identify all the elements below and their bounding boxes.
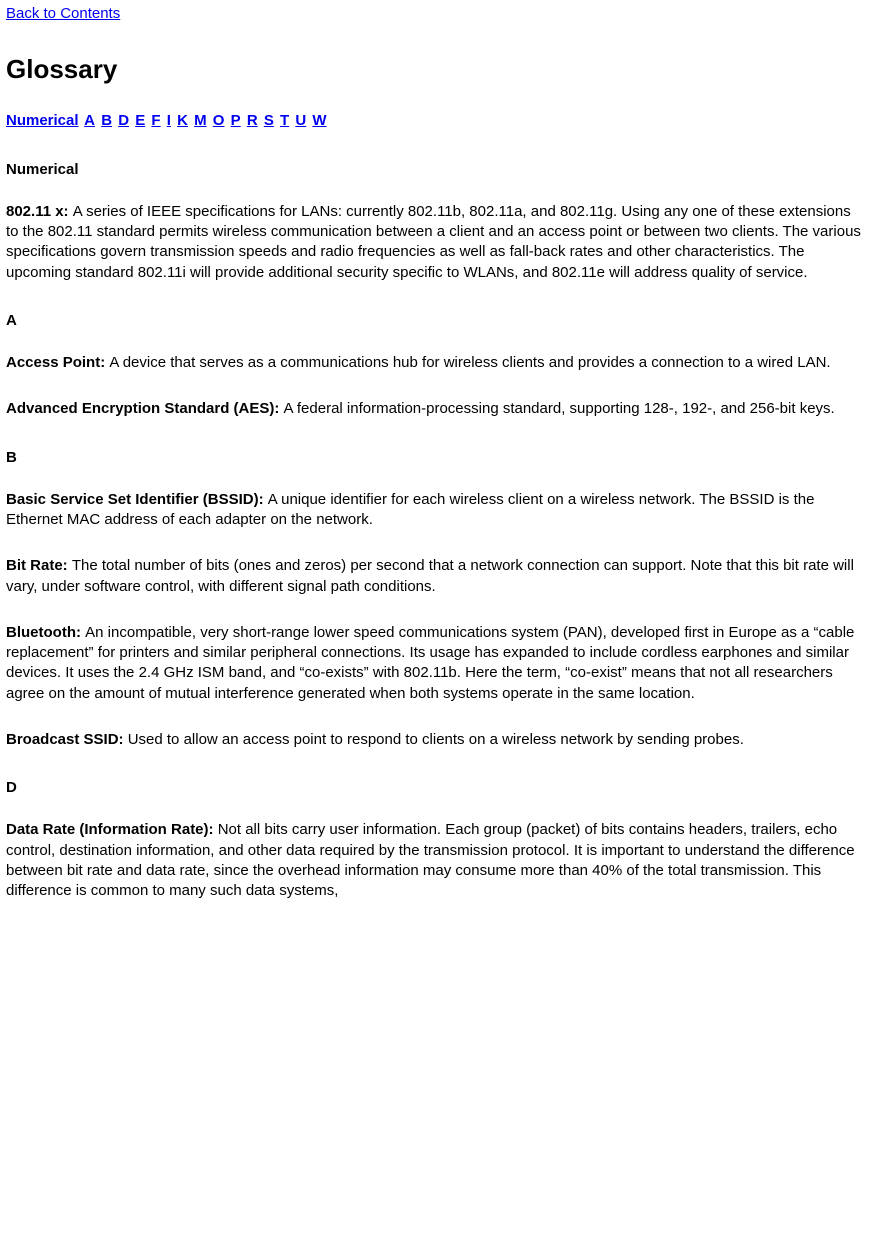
- glossary-definition: A federal information-processing standar…: [284, 400, 835, 417]
- index-link-r[interactable]: R: [247, 112, 258, 129]
- index-link-o[interactable]: O: [213, 112, 225, 129]
- glossary-term: Basic Service Set Identifier (BSSID):: [6, 491, 268, 508]
- glossary-term: Advanced Encryption Standard (AES):: [6, 400, 284, 417]
- index-link-b[interactable]: B: [101, 112, 112, 129]
- glossary-term: 802.11 x:: [6, 203, 73, 220]
- glossary-term: Bit Rate:: [6, 557, 72, 574]
- index-link-m[interactable]: M: [194, 112, 207, 129]
- index-link-a[interactable]: A: [84, 112, 95, 129]
- index-link-u[interactable]: U: [295, 112, 306, 129]
- index-link-numerical[interactable]: Numerical: [6, 112, 79, 129]
- glossary-definition: An incompatible, very short-range lower …: [6, 624, 854, 702]
- glossary-definition: The total number of bits (ones and zeros…: [6, 557, 854, 594]
- alpha-index: Numerical A B D E F I K M O P R S T U W: [6, 111, 867, 131]
- index-link-e[interactable]: E: [135, 112, 145, 129]
- glossary-entry: Bit Rate: The total number of bits (ones…: [6, 556, 867, 597]
- glossary-term: Bluetooth:: [6, 624, 85, 641]
- glossary-term: Data Rate (Information Rate):: [6, 821, 218, 838]
- index-link-k[interactable]: K: [177, 112, 188, 129]
- section-heading-b: B: [6, 448, 867, 468]
- glossary-entry: Basic Service Set Identifier (BSSID): A …: [6, 490, 867, 531]
- glossary-entry: Bluetooth: An incompatible, very short-r…: [6, 623, 867, 704]
- index-link-p[interactable]: P: [231, 112, 241, 129]
- glossary-entry: Access Point: A device that serves as a …: [6, 353, 867, 373]
- glossary-definition: Used to allow an access point to respond…: [128, 731, 744, 748]
- index-link-s[interactable]: S: [264, 112, 274, 129]
- index-link-d[interactable]: D: [118, 112, 129, 129]
- index-link-f[interactable]: F: [151, 112, 160, 129]
- glossary-definition: A device that serves as a communications…: [109, 354, 830, 371]
- section-heading-numerical: Numerical: [6, 160, 867, 180]
- index-link-t[interactable]: T: [280, 112, 289, 129]
- glossary-entry: 802.11 x: A series of IEEE specification…: [6, 202, 867, 283]
- page-title: Glossary: [6, 52, 867, 87]
- index-link-i[interactable]: I: [167, 112, 171, 129]
- glossary-entry: Advanced Encryption Standard (AES): A fe…: [6, 399, 867, 419]
- glossary-term: Broadcast SSID:: [6, 731, 128, 748]
- glossary-term: Access Point:: [6, 354, 109, 371]
- section-heading-a: A: [6, 311, 867, 331]
- back-to-contents-link[interactable]: Back to Contents: [6, 5, 120, 22]
- glossary-definition: A series of IEEE specifications for LANs…: [6, 203, 861, 281]
- glossary-entry: Data Rate (Information Rate): Not all bi…: [6, 820, 867, 901]
- glossary-entry: Broadcast SSID: Used to allow an access …: [6, 730, 867, 750]
- index-link-w[interactable]: W: [312, 112, 326, 129]
- section-heading-d: D: [6, 778, 867, 798]
